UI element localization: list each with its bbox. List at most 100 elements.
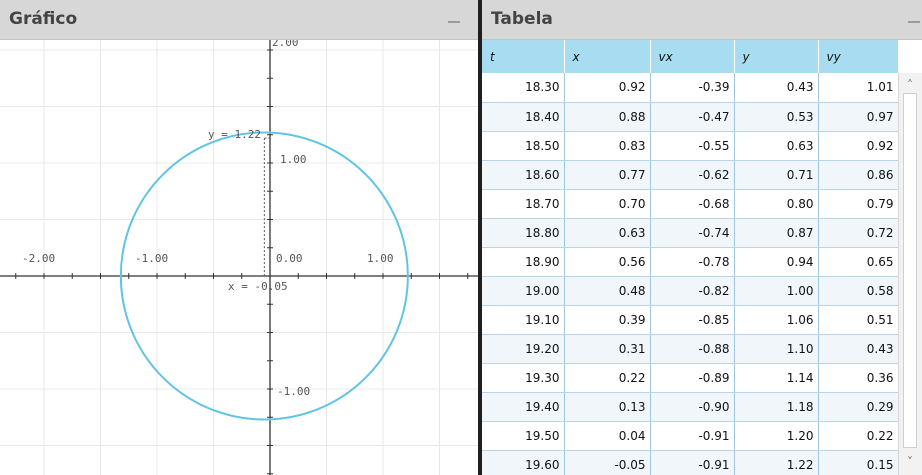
cell-vx[interactable]: -0.47	[650, 102, 735, 132]
cell-vy[interactable]: 0.97	[818, 102, 898, 132]
table-row[interactable]: 19.30 0.22 -0.89 1.14 0.36	[482, 363, 898, 393]
cell-x[interactable]: 0.31	[564, 334, 651, 364]
cell-x[interactable]: 0.77	[564, 160, 651, 190]
table-row[interactable]: 19.10 0.39 -0.85 1.06 0.51	[482, 305, 898, 335]
cell-y[interactable]: 0.63	[734, 131, 819, 161]
cell-vx[interactable]: -0.62	[650, 160, 735, 190]
table-minimize-button[interactable]	[906, 9, 922, 27]
cell-x[interactable]: 0.22	[564, 363, 651, 393]
table-row[interactable]: 19.20 0.31 -0.88 1.10 0.43	[482, 334, 898, 364]
cell-vx[interactable]: -0.39	[650, 73, 735, 103]
cell-y[interactable]: 0.80	[734, 189, 819, 219]
cell-y[interactable]: 1.22	[734, 450, 819, 475]
cell-t[interactable]: 18.40	[482, 102, 565, 132]
cell-x[interactable]: 0.39	[564, 305, 651, 335]
cell-y[interactable]: 0.87	[734, 218, 819, 248]
cell-y[interactable]: 1.18	[734, 392, 819, 422]
table-row[interactable]: 18.40 0.88 -0.47 0.53 0.97	[482, 102, 898, 132]
panel-splitter[interactable]	[478, 0, 482, 475]
table-row[interactable]: 19.50 0.04 -0.91 1.20 0.22	[482, 421, 898, 451]
cell-vx[interactable]: -0.55	[650, 131, 735, 161]
x-label-neg1: -1.00	[135, 252, 168, 265]
cell-vy[interactable]: 0.29	[818, 392, 898, 422]
table-row[interactable]: 18.60 0.77 -0.62 0.71 0.86	[482, 160, 898, 190]
cell-vx[interactable]: -0.82	[650, 276, 735, 306]
cell-vy[interactable]: 0.92	[818, 131, 898, 161]
cell-vy[interactable]: 0.58	[818, 276, 898, 306]
cell-x[interactable]: 0.88	[564, 102, 651, 132]
cell-vy[interactable]: 0.51	[818, 305, 898, 335]
cell-t[interactable]: 19.10	[482, 305, 565, 335]
chevron-up-icon[interactable]: ˄	[907, 78, 913, 92]
cell-t[interactable]: 18.50	[482, 131, 565, 161]
cell-t[interactable]: 18.70	[482, 189, 565, 219]
graph-minimize-button[interactable]	[446, 9, 462, 27]
cell-y[interactable]: 0.43	[734, 73, 819, 103]
column-header-vx[interactable]: vx	[650, 40, 735, 73]
cell-vx[interactable]: -0.68	[650, 189, 735, 219]
table-row[interactable]: 18.30 0.92 -0.39 0.43 1.01	[482, 73, 898, 103]
cell-vy[interactable]: 0.22	[818, 421, 898, 451]
cell-x[interactable]: 0.04	[564, 421, 651, 451]
cell-t[interactable]: 19.20	[482, 334, 565, 364]
cell-vx[interactable]: -0.91	[650, 421, 735, 451]
graph-canvas[interactable]: -2.00 -1.00 0.00 1.00 1.00 -1.00 2.00 y …	[0, 40, 478, 475]
cell-vy[interactable]: 1.01	[818, 73, 898, 103]
cell-y[interactable]: 1.14	[734, 363, 819, 393]
table-row[interactable]: 18.80 0.63 -0.74 0.87 0.72	[482, 218, 898, 248]
cell-t[interactable]: 19.60	[482, 450, 565, 475]
cell-y[interactable]: 0.71	[734, 160, 819, 190]
cell-vx[interactable]: -0.85	[650, 305, 735, 335]
cell-t[interactable]: 18.80	[482, 218, 565, 248]
column-header-vy[interactable]: vy	[818, 40, 898, 73]
table-row[interactable]: 19.40 0.13 -0.90 1.18 0.29	[482, 392, 898, 422]
cell-x[interactable]: 0.48	[564, 276, 651, 306]
cell-vy[interactable]: 0.79	[818, 189, 898, 219]
cell-y[interactable]: 1.10	[734, 334, 819, 364]
cell-vy[interactable]: 0.15	[818, 450, 898, 475]
cell-t[interactable]: 19.30	[482, 363, 565, 393]
cell-vy[interactable]: 0.36	[818, 363, 898, 393]
cell-x[interactable]: 0.63	[564, 218, 651, 248]
cell-vx[interactable]: -0.88	[650, 334, 735, 364]
table-row[interactable]: 18.70 0.70 -0.68 0.80 0.79	[482, 189, 898, 219]
scrollbar-thumb[interactable]	[903, 93, 917, 448]
cell-vy[interactable]: 0.86	[818, 160, 898, 190]
cell-vy[interactable]: 0.65	[818, 247, 898, 277]
table-row[interactable]: 18.90 0.56 -0.78 0.94 0.65	[482, 247, 898, 277]
cell-x[interactable]: 0.92	[564, 73, 651, 103]
y-label-neg1: -1.00	[277, 385, 310, 398]
cell-x[interactable]: 0.83	[564, 131, 651, 161]
column-header-x[interactable]: x	[564, 40, 651, 73]
cell-t[interactable]: 18.90	[482, 247, 565, 277]
cell-y[interactable]: 0.53	[734, 102, 819, 132]
column-header-y[interactable]: y	[734, 40, 819, 73]
table-body: 18.30 0.92 -0.39 0.43 1.01 18.40 0.88 -0.47 0.53…	[482, 73, 898, 475]
cell-y[interactable]: 1.20	[734, 421, 819, 451]
cell-y[interactable]: 1.06	[734, 305, 819, 335]
cell-vy[interactable]: 0.43	[818, 334, 898, 364]
cell-vx[interactable]: -0.78	[650, 247, 735, 277]
chevron-down-icon[interactable]: ˅	[907, 455, 913, 469]
column-header-t[interactable]: t	[482, 40, 565, 73]
cell-vx[interactable]: -0.91	[650, 450, 735, 475]
cell-vy[interactable]: 0.72	[818, 218, 898, 248]
cell-t[interactable]: 19.40	[482, 392, 565, 422]
cell-x[interactable]: 0.56	[564, 247, 651, 277]
table-row[interactable]: 19.60 -0.05 -0.91 1.22 0.15	[482, 450, 898, 475]
table-scrollbar[interactable]: ˄ ˅	[898, 73, 922, 475]
table-row[interactable]: 19.00 0.48 -0.82 1.00 0.58	[482, 276, 898, 306]
cell-vx[interactable]: -0.90	[650, 392, 735, 422]
cell-x[interactable]: 0.70	[564, 189, 651, 219]
cell-x[interactable]: -0.05	[564, 450, 651, 475]
cell-x[interactable]: 0.13	[564, 392, 651, 422]
cell-t[interactable]: 19.00	[482, 276, 565, 306]
cell-y[interactable]: 1.00	[734, 276, 819, 306]
table-row[interactable]: 18.50 0.83 -0.55 0.63 0.92	[482, 131, 898, 161]
cell-t[interactable]: 18.30	[482, 73, 565, 103]
cell-vx[interactable]: -0.74	[650, 218, 735, 248]
cell-t[interactable]: 19.50	[482, 421, 565, 451]
cell-vx[interactable]: -0.89	[650, 363, 735, 393]
cell-y[interactable]: 0.94	[734, 247, 819, 277]
cell-t[interactable]: 18.60	[482, 160, 565, 190]
